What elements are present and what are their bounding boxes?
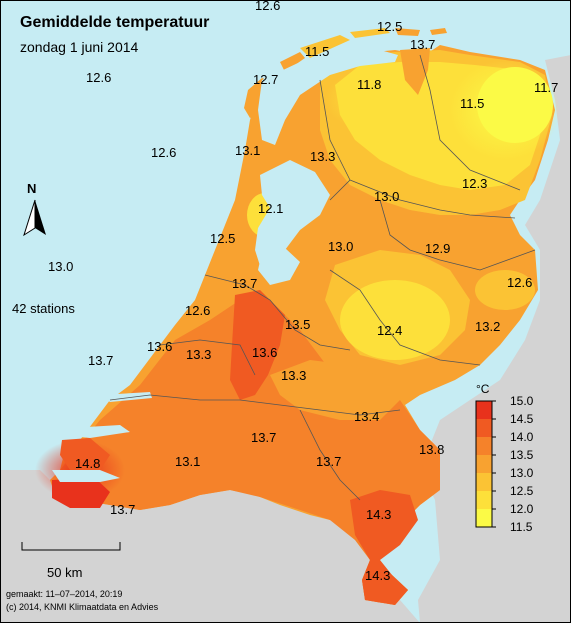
station-value: 13.4	[354, 409, 379, 424]
station-value: 12.5	[210, 231, 235, 246]
map-title: Gemiddelde temperatuur	[20, 14, 209, 31]
station-value: 13.7	[316, 454, 341, 469]
rottum-island	[430, 28, 447, 35]
vlieland-island	[280, 52, 305, 72]
copyright-text: (c) 2014, KNMI Klimaatdata en Advies	[6, 602, 159, 612]
legend-swatch	[476, 491, 492, 510]
station-value: 13.6	[252, 345, 277, 360]
zone-zeeuws-vlaanderen-15	[52, 478, 110, 508]
zone-north-yellow-core	[477, 67, 553, 143]
westerschelde-water	[52, 470, 120, 482]
waddenzee-water	[258, 50, 398, 145]
station-values: 12.6 12.5 11.5 13.7 12.6 12.7 11.8 11.5 …	[48, 0, 558, 583]
zone-south-13-5	[55, 300, 440, 605]
station-value: 12.6	[507, 275, 532, 290]
zone-zeeland-14-5	[60, 438, 110, 470]
legend-swatch	[476, 455, 492, 474]
legend-swatch	[476, 437, 492, 456]
station-value: 13.0	[374, 189, 399, 204]
zone-north-hotspot	[400, 48, 430, 95]
station-value: 14.8	[75, 456, 100, 471]
station-value: 12.1	[258, 201, 283, 216]
station-value: 12.6	[151, 145, 176, 160]
legend-tick-label: 14.5	[510, 412, 534, 426]
zone-holland-14-0	[230, 290, 285, 400]
north-arrow-icon	[35, 200, 46, 235]
legend-tick-label: 13.5	[510, 448, 534, 462]
station-value: 11.5	[460, 96, 484, 111]
station-value: 12.6	[255, 0, 280, 13]
scale-label: 50 km	[47, 565, 82, 580]
station-value: 13.8	[419, 442, 444, 457]
markermeer-water	[258, 248, 300, 285]
zone-east-12-5	[475, 270, 535, 310]
station-value: 13.3	[310, 149, 335, 164]
station-value: 12.3	[462, 176, 487, 191]
station-value: 13.7	[110, 502, 135, 517]
station-value: 13.3	[281, 368, 306, 383]
stations-count: 42 stations	[12, 301, 75, 316]
legend-swatch	[476, 473, 492, 492]
station-value: 13.7	[410, 37, 435, 52]
terschelling-island	[300, 35, 350, 58]
zone-veluwe-12-5	[340, 280, 450, 360]
station-value: 11.7	[534, 80, 558, 95]
station-value: 13.7	[88, 353, 113, 368]
legend-swatch	[476, 401, 492, 420]
legend-border	[475, 400, 493, 528]
station-value: 14.3	[365, 568, 390, 583]
station-value: 12.5	[377, 19, 402, 34]
station-value: 13.3	[186, 347, 211, 362]
legend-tick-label: 12.5	[510, 484, 534, 498]
station-value: 13.7	[251, 430, 276, 445]
station-value: 13.0	[328, 239, 353, 254]
station-value: 12.4	[377, 323, 402, 338]
north-label: N	[27, 181, 36, 196]
north-arrow: N	[23, 181, 46, 237]
legend-tick-label: 14.0	[510, 430, 534, 444]
legend-tick-label: 12.0	[510, 502, 534, 516]
schiermonnikoog-island	[395, 28, 420, 36]
station-value: 13.5	[285, 317, 310, 332]
station-value: 13.7	[232, 276, 257, 291]
station-value: 13.0	[48, 259, 73, 274]
legend-swatch	[476, 509, 492, 528]
made-timestamp: gemaakt: 11–07–2014, 20:19	[6, 589, 122, 599]
station-value: 11.5	[305, 44, 329, 59]
station-value: 11.8	[357, 77, 381, 92]
station-value: 13.2	[475, 319, 500, 334]
zone-limburg-14-5	[350, 490, 418, 605]
scale-bar: 50 km	[21, 542, 121, 580]
station-value: 12.6	[185, 303, 210, 318]
ijsselmeer-water	[255, 160, 330, 272]
germany-land	[418, 55, 571, 623]
station-value: 12.9	[425, 241, 450, 256]
legend-tick-label: 11.5	[510, 520, 533, 534]
legend: °C 15.0 14.5 14.0 13.5 13.0 12.5 12.0 11.5	[475, 382, 534, 534]
legend-tick-label: 15.0	[510, 394, 534, 408]
zone-friesland-light	[325, 70, 415, 130]
station-value: 13.1	[175, 454, 200, 469]
map-subtitle: zondag 1 juni 2014	[20, 39, 139, 55]
station-value: 12.7	[253, 72, 278, 87]
station-value: 13.1	[235, 143, 260, 158]
legend-tick-label: 13.0	[510, 466, 534, 480]
legend-swatch	[476, 419, 492, 438]
zone-rhine-13-5	[270, 360, 400, 420]
station-value: 13.6	[147, 339, 172, 354]
ameland-island	[350, 28, 390, 38]
province-borders	[109, 54, 536, 501]
station-value: 14.3	[366, 507, 391, 522]
station-value: 12.6	[86, 70, 111, 85]
oosterschelde-water	[70, 425, 130, 438]
legend-unit: °C	[476, 382, 490, 396]
